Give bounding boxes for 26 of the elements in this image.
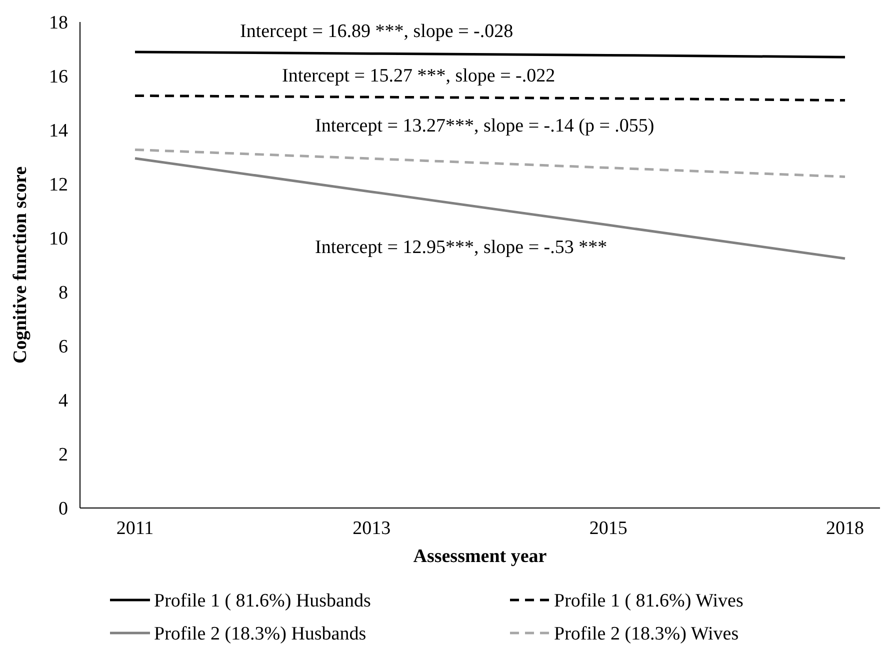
legend-label: Profile 1 ( 81.6%) Wives	[554, 590, 744, 612]
x-tick-label: 2013	[352, 518, 391, 539]
legend-label: Profile 1 ( 81.6%) Husbands	[154, 590, 371, 612]
line-series	[134, 148, 846, 178]
x-tick-label: 2015	[589, 518, 628, 539]
annotation: Intercept = 15.27 ***, slope = -.022	[282, 65, 556, 86]
y-tick-label: 0	[58, 498, 68, 520]
y-tick-label: 8	[58, 282, 68, 304]
y-tick-label: 4	[58, 390, 68, 412]
annotation: Intercept = 16.89 ***, slope = -.028	[240, 20, 514, 42]
x-tick-label: 2018	[826, 518, 864, 539]
y-tick-label: 14	[49, 120, 68, 142]
y-tick-label: 2	[58, 444, 68, 466]
annotation: Intercept = 12.95***, slope = -.53 ***	[315, 236, 608, 258]
line-series	[134, 157, 846, 260]
legend-label: Profile 2 (18.3%) Wives	[554, 624, 739, 645]
y-tick-label: 6	[58, 336, 68, 358]
y-tick-label: 12	[49, 174, 68, 196]
y-axis-title: Cognitive function score	[10, 166, 31, 364]
x-axis-title: Assessment year	[413, 546, 548, 567]
y-tick-label: 10	[49, 228, 68, 250]
y-tick-label: 16	[49, 66, 68, 88]
annotation: Intercept = 13.27***, slope = -.14 (p = .055)	[315, 115, 654, 136]
x-tick-label: 2011	[116, 518, 154, 539]
legend-label: Profile 2 (18.3%) Husbands	[154, 624, 366, 645]
y-tick-label: 18	[49, 12, 68, 34]
